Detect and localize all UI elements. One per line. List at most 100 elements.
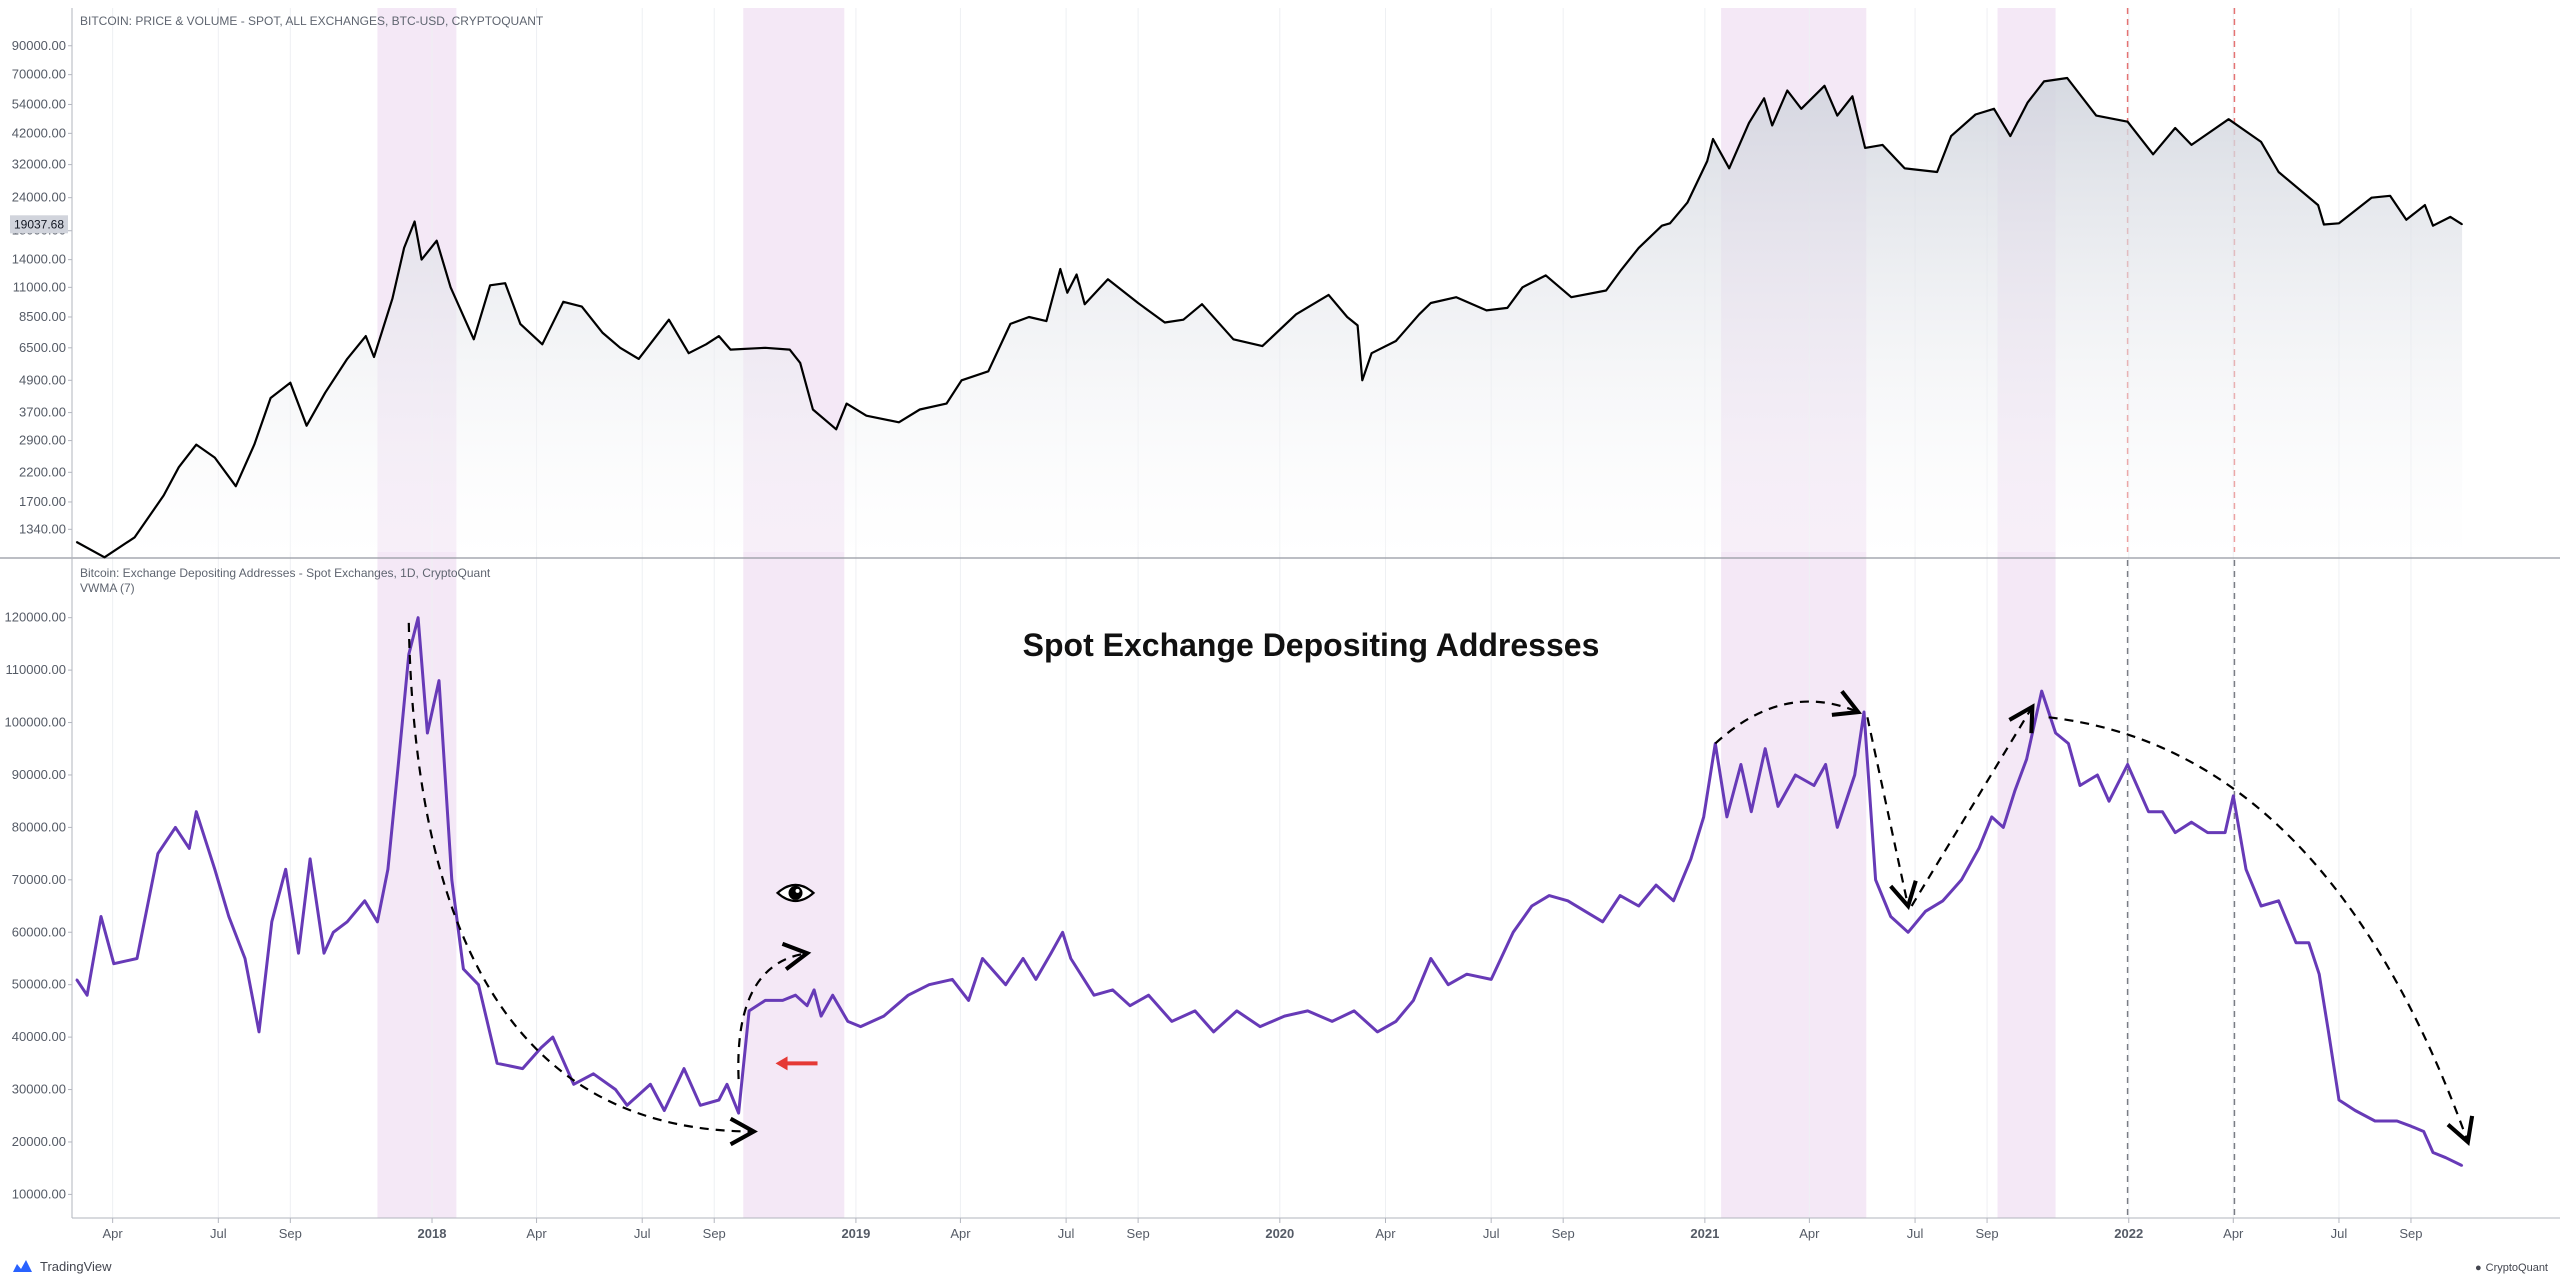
tradingview-logo[interactable]: TradingView [8, 1258, 112, 1274]
addresses-data-point [363, 899, 366, 902]
price-data-point [289, 381, 292, 384]
addresses-data-point [521, 1067, 524, 1070]
addresses-data-point [1235, 1009, 1238, 1012]
price-series-line[interactable] [76, 76, 2463, 559]
price-data-point [1800, 108, 1803, 110]
dashed-arrow-rise-2021 [1910, 703, 2035, 907]
x-tick-label: Sep [1127, 1226, 1150, 1241]
addresses-data-point [2206, 831, 2209, 834]
addresses-data-point [846, 1020, 849, 1023]
addresses-series-line[interactable] [75, 616, 2463, 1167]
addresses-data-point [1941, 899, 1944, 902]
addresses-data-point [1429, 957, 1432, 960]
addresses-data-point [1813, 784, 1816, 787]
price-data-point [1544, 274, 1547, 277]
eye-icon-pupil [788, 885, 803, 900]
price-data-point [918, 408, 921, 411]
price-data-point [2389, 194, 2391, 197]
x-tick-label: Apr [2223, 1226, 2244, 1241]
addresses-data-point [2002, 826, 2005, 829]
price-data-point [413, 220, 416, 223]
price-y-tick-label: 8500.00 [19, 309, 66, 324]
price-data-point [1137, 302, 1139, 304]
addresses-data-point [1924, 910, 1927, 913]
addresses-data-point [1490, 978, 1493, 981]
addresses-y-tick-label: 80000.00 [12, 819, 66, 834]
addresses-data-point [417, 616, 420, 619]
x-tick-label: 2021 [1690, 1226, 1719, 1241]
price-y-tick-label: 2900.00 [19, 433, 66, 448]
price-data-point [133, 536, 136, 539]
x-tick-label: Apr [1375, 1226, 1396, 1241]
price-data-point [2461, 223, 2463, 226]
price-data-point [2190, 144, 2193, 146]
addresses-data-point [1447, 983, 1450, 986]
addresses-data-point [407, 653, 410, 656]
price-data-point [1851, 95, 1854, 98]
dashed-arrow-decline-2022 [2048, 716, 2475, 1146]
x-tick-label: Apr [526, 1226, 547, 1241]
price-data-point [1706, 160, 1708, 162]
addresses-data-point [136, 957, 139, 960]
addresses-data-point [1061, 931, 1064, 934]
price-data-point [1045, 320, 1048, 322]
price-data-point [1356, 324, 1359, 327]
price-data-point [2026, 101, 2029, 104]
addresses-data-point [309, 857, 312, 860]
price-data-point [1605, 289, 1607, 292]
addresses-data-point [2126, 763, 2129, 766]
current-price-tag [10, 215, 68, 234]
addresses-data-point [1764, 747, 1767, 750]
addresses-data-point [227, 915, 230, 918]
price-data-point [619, 347, 621, 349]
price-data-point [1712, 138, 1714, 140]
addresses-data-point [437, 679, 440, 682]
price-data-point [373, 356, 375, 358]
price-data-point [987, 370, 990, 373]
price-y-tick-label: 90000.00 [12, 38, 66, 53]
addresses-data-point [386, 868, 389, 871]
price-data-point [2066, 77, 2069, 79]
price-data-point [898, 421, 900, 424]
addresses-data-point [2444, 1156, 2447, 1159]
highlight-band-2 [743, 8, 845, 1218]
addresses-data-point [75, 978, 78, 981]
addresses-data-point [1259, 1025, 1262, 1028]
price-data-point [269, 397, 272, 399]
addresses-data-point [323, 952, 326, 955]
addresses-y-tick-label: 60000.00 [12, 924, 66, 939]
price-data-point [253, 443, 256, 446]
price-data-point [1232, 338, 1235, 341]
price-data-point [960, 379, 963, 382]
addresses-y-tick-label: 20000.00 [12, 1134, 66, 1149]
price-data-point [1570, 296, 1573, 298]
addresses-data-point [2245, 868, 2248, 871]
addresses-data-point [1283, 1015, 1286, 1018]
addresses-data-point [2078, 784, 2081, 787]
addresses-data-point [1853, 773, 1856, 776]
addresses-data-point [882, 1015, 885, 1018]
price-y-tick-label: 1700.00 [19, 494, 66, 509]
addresses-data-point [764, 999, 767, 1002]
addresses-data-point [699, 1104, 702, 1107]
price-data-point [2424, 204, 2426, 206]
price-data-point [865, 414, 868, 417]
addresses-chart-title: Bitcoin: Exchange Depositing Addresses -… [80, 566, 491, 580]
addresses-data-point [1465, 973, 1468, 976]
x-tick-label: Sep [2399, 1226, 2422, 1241]
addresses-data-point [2040, 690, 2043, 693]
cryptoquant-logo[interactable]: ● CryptoQuant [2475, 1262, 2548, 1274]
price-y-tick-label: 54000.00 [12, 96, 66, 111]
addresses-y-tick-label: 90000.00 [12, 767, 66, 782]
price-data-point [1083, 303, 1086, 305]
addresses-data-point [1034, 978, 1037, 981]
price-y-tick-label: 42000.00 [12, 125, 66, 140]
price-data-point [835, 428, 837, 431]
price-data-point [764, 347, 767, 349]
addresses-data-point [1530, 905, 1533, 908]
addresses-data-point [1092, 994, 1095, 997]
price-y-tick-label: 6500.00 [19, 340, 66, 355]
addresses-data-point [572, 1083, 575, 1086]
addresses-data-point [332, 931, 335, 934]
